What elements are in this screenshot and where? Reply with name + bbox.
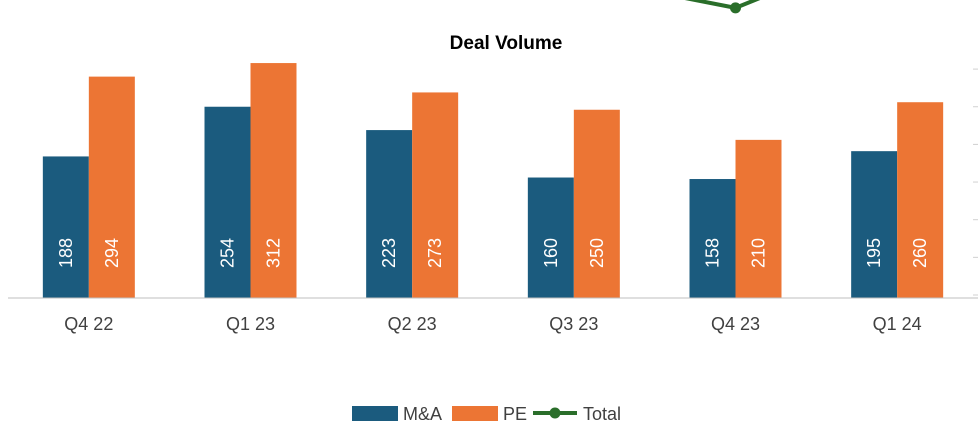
x-axis: Q4 22 Q1 23 Q2 23 Q3 23 Q4 23 Q1 24 xyxy=(8,68,978,334)
total-series-line xyxy=(684,0,761,10)
ma-bar-label: 188 xyxy=(56,238,76,268)
legend-swatch xyxy=(352,406,398,421)
x-tick-label: Q1 23 xyxy=(226,314,275,334)
chart-title: Deal Volume xyxy=(450,33,563,54)
x-tick-label: Q1 24 xyxy=(873,314,922,334)
ma-bar-label: 223 xyxy=(379,238,399,268)
bar-layer: 188 294 254 312 223 273 160 250 158 210 195 260 xyxy=(42,63,944,299)
total-line-layer: 482566496410368455 xyxy=(684,0,761,14)
ma-bar xyxy=(366,130,413,298)
ma-bar xyxy=(689,179,736,298)
legend-swatch xyxy=(452,406,498,421)
x-tick-label: Q4 23 xyxy=(711,314,760,334)
pe-bar xyxy=(250,63,297,299)
pe-bar xyxy=(412,92,459,298)
ma-bar xyxy=(851,151,898,298)
ma-bar-label: 195 xyxy=(864,238,884,268)
legend-label: Total xyxy=(583,404,621,424)
pe-bar-label: 250 xyxy=(587,238,607,268)
ma-bar-label: 160 xyxy=(541,238,561,268)
ma-bar-label: 158 xyxy=(703,238,723,268)
legend-marker xyxy=(549,407,561,419)
legend: M&A PE Total xyxy=(352,404,621,424)
x-tick-label: Q3 23 xyxy=(549,314,598,334)
pe-bar-label: 312 xyxy=(264,238,284,268)
pe-bar xyxy=(88,76,135,298)
pe-bar xyxy=(573,109,620,298)
total-point xyxy=(730,2,741,14)
x-tick-label: Q4 22 xyxy=(64,314,113,334)
ma-bar-label: 254 xyxy=(218,238,238,268)
legend-label: M&A xyxy=(403,404,442,424)
pe-bar-label: 294 xyxy=(102,238,122,268)
pe-bar-label: 273 xyxy=(425,238,445,268)
ma-bar xyxy=(204,106,251,298)
ma-bar xyxy=(42,156,89,298)
pe-bar xyxy=(897,102,944,298)
legend-label: PE xyxy=(503,404,527,424)
pe-bar-label: 260 xyxy=(910,238,930,268)
x-tick-label: Q2 23 xyxy=(388,314,437,334)
pe-bar xyxy=(735,139,782,298)
pe-bar-label: 210 xyxy=(749,238,769,268)
ma-bar xyxy=(527,177,574,298)
